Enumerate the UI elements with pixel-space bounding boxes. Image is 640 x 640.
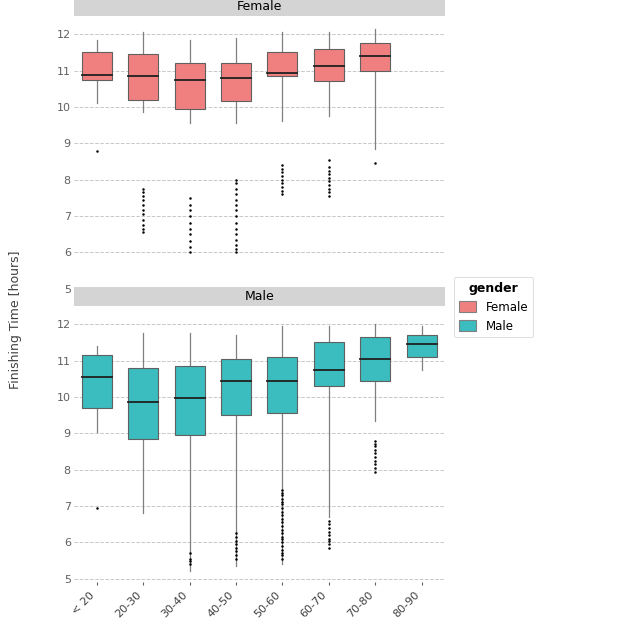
FancyBboxPatch shape <box>74 287 445 306</box>
Legend: Female, Male: Female, Male <box>454 277 533 337</box>
Text: Finishing Time [hours]: Finishing Time [hours] <box>10 251 22 389</box>
Bar <box>360 337 390 381</box>
Bar <box>360 44 390 70</box>
Bar <box>221 359 251 415</box>
Bar <box>175 63 205 109</box>
Bar <box>314 342 344 386</box>
Bar <box>268 357 298 413</box>
FancyBboxPatch shape <box>74 0 445 16</box>
Bar <box>314 49 344 81</box>
Bar <box>268 52 298 76</box>
Bar <box>82 52 112 79</box>
Bar <box>175 366 205 435</box>
Bar <box>128 54 158 100</box>
Bar <box>221 63 251 101</box>
Bar <box>82 355 112 408</box>
Bar <box>128 368 158 439</box>
Text: Female: Female <box>237 0 282 13</box>
Text: Male: Male <box>244 290 274 303</box>
Bar <box>406 335 436 357</box>
